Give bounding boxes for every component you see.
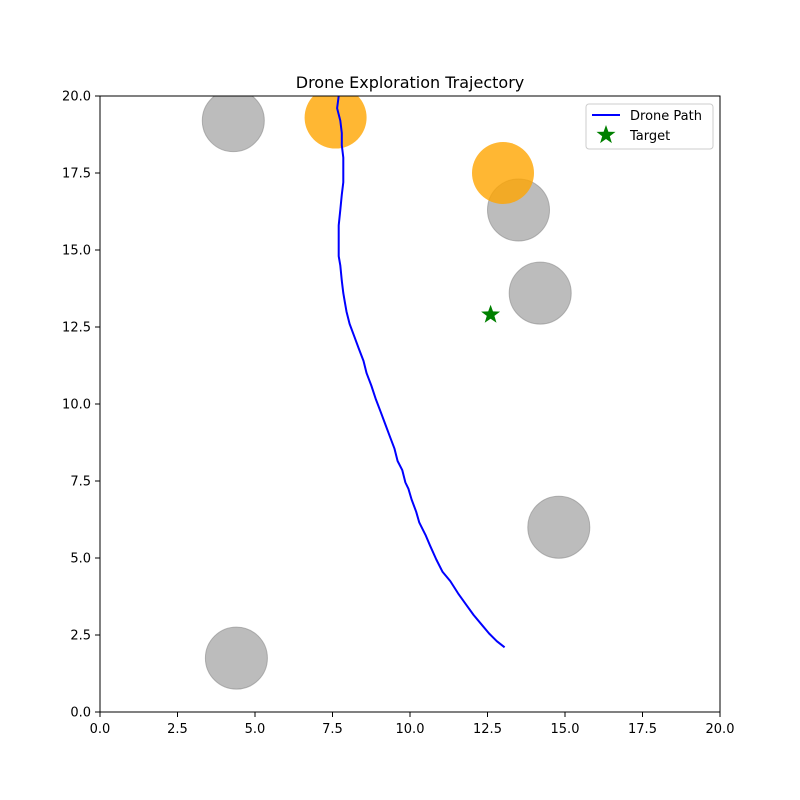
legend-star-swatch [596, 125, 616, 144]
plot-frame [99, 95, 721, 713]
x-tick-label: 17.5 [628, 722, 657, 737]
y-tick-label: 7.5 [70, 475, 91, 490]
obstacle-circle-4 [527, 495, 591, 559]
x-tick-label: 12.5 [473, 722, 502, 737]
x-axis: 0.0 2.5 5.0 7.5 10.0 12.5 15.0 17.5 20.0 [90, 712, 735, 737]
x-tick-label: 0.0 [90, 722, 111, 737]
x-tick-label: 10.0 [396, 722, 425, 737]
y-tick-label: 10.0 [62, 398, 91, 413]
x-tick-label: 5.0 [245, 722, 266, 737]
plot-area [201, 96, 591, 690]
x-tick-label: 7.5 [322, 722, 343, 737]
x-tick-label: 2.5 [167, 722, 188, 737]
y-tick-label: 5.0 [70, 552, 91, 567]
y-tick-label: 20.0 [62, 90, 91, 105]
obstacle-circle-5 [204, 626, 268, 690]
x-tick-label: 15.0 [551, 722, 580, 737]
y-tick-label: 2.5 [70, 629, 91, 644]
y-tick-label: 17.5 [62, 167, 91, 182]
obstacle-circle-3 [508, 261, 572, 325]
hazard-circle-2 [472, 142, 534, 204]
obstacle-circle-1 [201, 96, 265, 153]
legend: Drone Path Target [585, 103, 714, 150]
legend-label-target: Target [629, 129, 670, 144]
y-tick-label: 0.0 [70, 706, 91, 721]
y-axis: 0.0 2.5 5.0 7.5 10.0 12.5 15.0 17.5 20.0 [62, 90, 100, 721]
target-star-marker [481, 304, 501, 323]
drone-path-line [336, 96, 506, 649]
y-tick-label: 15.0 [62, 244, 91, 259]
hazard-circle-1 [304, 96, 367, 149]
legend-label-drone-path: Drone Path [630, 109, 702, 124]
chart-title: Drone Exploration Trajectory [296, 73, 525, 92]
y-tick-label: 12.5 [62, 321, 91, 336]
x-tick-label: 20.0 [706, 722, 735, 737]
